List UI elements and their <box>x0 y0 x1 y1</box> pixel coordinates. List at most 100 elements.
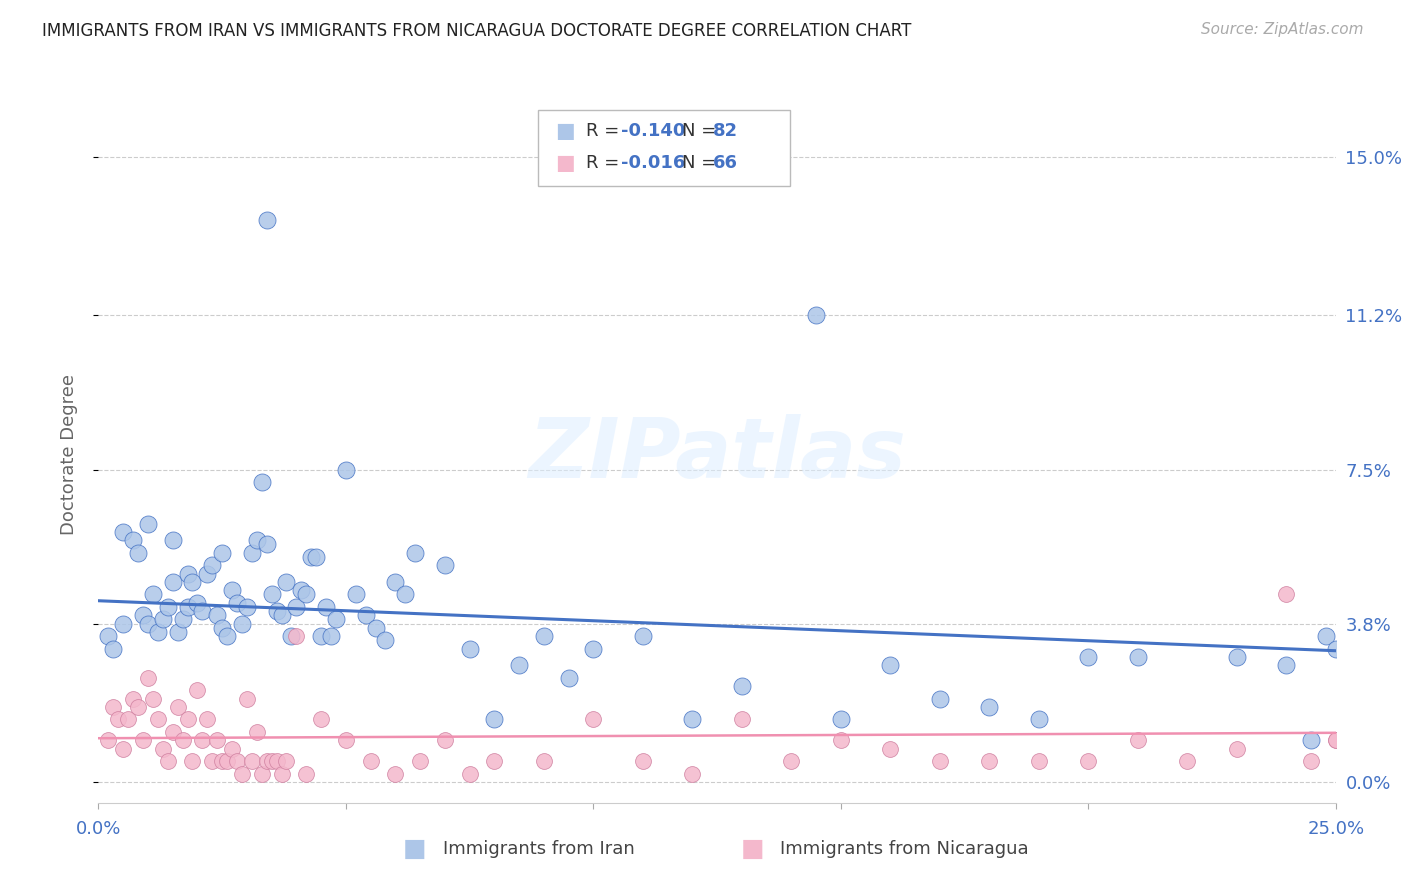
Point <box>1126 650 1149 665</box>
Point <box>484 754 506 768</box>
Point <box>122 691 145 706</box>
Point <box>458 641 481 656</box>
Point <box>299 549 322 564</box>
Point <box>384 766 406 780</box>
Point <box>879 658 901 673</box>
Point <box>631 754 654 768</box>
Point <box>582 713 605 727</box>
Point <box>226 596 249 610</box>
Point <box>335 733 357 747</box>
Text: 66: 66 <box>713 154 738 172</box>
Point <box>335 462 357 476</box>
Point <box>731 713 754 727</box>
Point <box>681 713 703 727</box>
Point <box>484 713 506 727</box>
Point <box>240 754 263 768</box>
Point <box>1028 754 1050 768</box>
Text: ZIPatlas: ZIPatlas <box>529 415 905 495</box>
Point <box>176 713 198 727</box>
Point <box>136 616 159 631</box>
Point <box>360 754 382 768</box>
Point <box>270 608 292 623</box>
Point <box>256 754 278 768</box>
Point <box>458 766 481 780</box>
Point <box>162 725 184 739</box>
Point <box>127 700 149 714</box>
Point <box>631 629 654 643</box>
Point <box>780 754 803 768</box>
Point <box>156 754 179 768</box>
Point <box>191 604 214 618</box>
Point <box>195 713 218 727</box>
Point <box>231 766 253 780</box>
Point <box>142 587 165 601</box>
Point <box>117 713 139 727</box>
Point <box>122 533 145 548</box>
Point <box>354 608 377 623</box>
Point <box>172 733 194 747</box>
Point <box>364 621 387 635</box>
Text: 82: 82 <box>713 122 738 140</box>
Point <box>344 587 367 601</box>
Point <box>1175 754 1198 768</box>
Point <box>181 754 204 768</box>
Point <box>260 754 283 768</box>
Text: 0.0%: 0.0% <box>76 820 121 838</box>
Point <box>374 633 396 648</box>
Point <box>1275 658 1298 673</box>
Point <box>205 608 228 623</box>
Point <box>107 713 129 727</box>
Point <box>201 754 224 768</box>
Point <box>250 475 273 489</box>
Point <box>136 671 159 685</box>
Point <box>236 691 259 706</box>
Point <box>266 604 288 618</box>
Point <box>804 309 827 323</box>
Point <box>270 766 292 780</box>
Point <box>136 516 159 531</box>
Point <box>830 713 852 727</box>
Point <box>285 599 308 614</box>
Point <box>132 608 155 623</box>
Point <box>276 574 298 589</box>
Point <box>103 641 125 656</box>
Point <box>250 766 273 780</box>
Point <box>290 583 312 598</box>
Point <box>211 546 233 560</box>
Text: N =: N = <box>682 154 721 172</box>
Point <box>146 625 169 640</box>
Point <box>266 754 288 768</box>
Text: ■: ■ <box>555 121 575 141</box>
Text: IMMIGRANTS FROM IRAN VS IMMIGRANTS FROM NICARAGUA DOCTORATE DEGREE CORRELATION C: IMMIGRANTS FROM IRAN VS IMMIGRANTS FROM … <box>42 22 911 40</box>
Point <box>246 533 269 548</box>
Point <box>928 754 950 768</box>
Text: ■: ■ <box>555 153 575 173</box>
Point <box>508 658 530 673</box>
Point <box>325 612 347 626</box>
Point <box>246 725 269 739</box>
Point <box>295 766 318 780</box>
Text: Immigrants from Iran: Immigrants from Iran <box>443 840 634 858</box>
Text: R =: R = <box>586 122 626 140</box>
Point <box>156 599 179 614</box>
Point <box>211 621 233 635</box>
Point <box>384 574 406 589</box>
Point <box>394 587 416 601</box>
Point <box>162 574 184 589</box>
Point <box>152 741 174 756</box>
Point <box>319 629 342 643</box>
Point <box>285 629 308 643</box>
Point <box>132 733 155 747</box>
Text: Immigrants from Nicaragua: Immigrants from Nicaragua <box>780 840 1029 858</box>
Point <box>112 741 135 756</box>
Point <box>533 754 555 768</box>
Point <box>191 733 214 747</box>
Point <box>162 533 184 548</box>
Point <box>1275 587 1298 601</box>
Text: ■: ■ <box>404 838 426 861</box>
Point <box>256 537 278 551</box>
Point <box>142 691 165 706</box>
Point <box>166 625 188 640</box>
Point <box>176 566 198 581</box>
Point <box>276 754 298 768</box>
